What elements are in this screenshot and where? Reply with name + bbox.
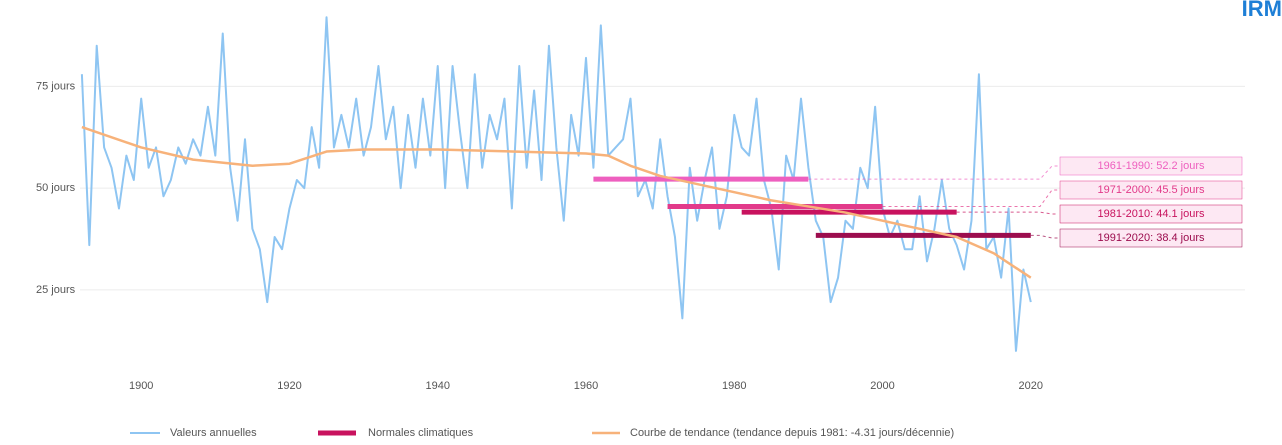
x-tick-label: 1960 — [574, 380, 598, 392]
normal-label-box — [1059, 180, 1243, 200]
y-tick-label: 75 jours — [36, 80, 76, 92]
annual-line — [80, 16, 1032, 352]
legend-label: Valeurs annuelles — [170, 427, 257, 439]
logo: IRM — [1242, 0, 1282, 21]
normal-connector — [1030, 234, 1058, 239]
normal-label-box — [1059, 156, 1243, 176]
normal-label-box — [1059, 228, 1243, 248]
normal-label: 1971-2000: 45.5 jours — [1097, 184, 1205, 196]
x-tick-label: 1920 — [277, 380, 301, 392]
normal-label: 1991-2020: 38.4 jours — [1097, 232, 1205, 244]
normal-label: 1961-1990: 52.2 jours — [1097, 160, 1205, 172]
normal-connector — [808, 165, 1058, 180]
x-tick-label: 1980 — [722, 380, 746, 392]
legend-label: Courbe de tendance (tendance depuis 1981… — [630, 427, 954, 439]
normal-connector — [956, 211, 1058, 215]
y-tick-label: 25 jours — [36, 284, 76, 296]
x-tick-label: 2020 — [1019, 380, 1043, 392]
legend-label: Normales climatiques — [368, 427, 474, 439]
normal-label-box — [1059, 204, 1243, 224]
x-tick-label: 1900 — [129, 380, 153, 392]
x-tick-label: 1940 — [425, 380, 449, 392]
trend-line — [81, 125, 1032, 279]
normal-connector — [882, 189, 1058, 207]
y-tick-label: 50 jours — [36, 182, 76, 194]
normal-label: 1981-2010: 44.1 jours — [1097, 208, 1205, 220]
x-tick-label: 2000 — [870, 380, 894, 392]
